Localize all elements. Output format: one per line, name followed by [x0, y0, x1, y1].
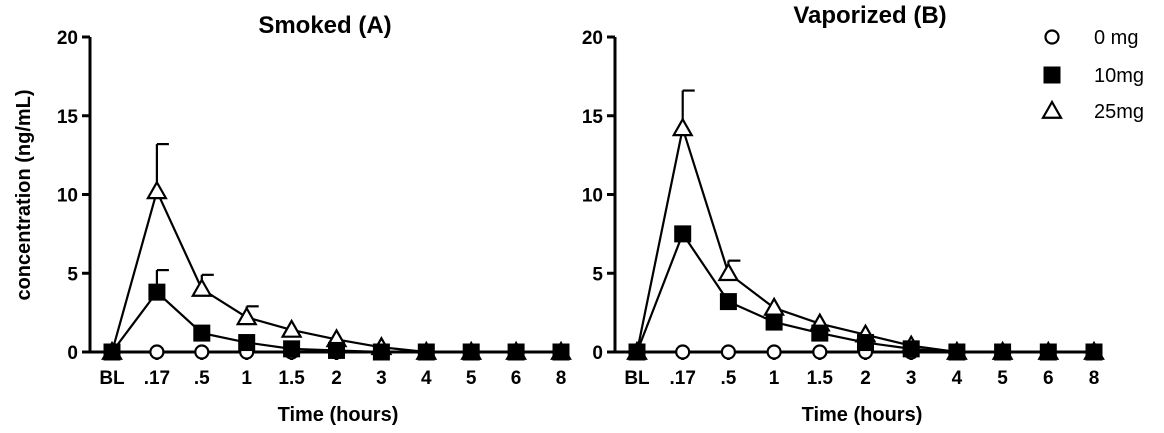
chart-panel-a: 0 5 10 15 20 BL .17 .5 1 1.5 2 3 4 5 6 8	[57, 28, 572, 389]
chart-title-b: Vaporized (B)	[793, 2, 946, 29]
legend-marker	[1044, 29, 1060, 45]
x-tick-label-a: 1	[241, 368, 252, 389]
data-point-b-1	[1085, 343, 1103, 361]
x-axis-label-a: Time (hours)	[278, 404, 399, 426]
data-point-a-1	[462, 343, 480, 361]
x-tick-label-a: 3	[376, 368, 387, 389]
data-point-a-1	[283, 340, 301, 358]
x-tick-label-a: 2	[331, 368, 342, 389]
series-line-b-2	[635, 123, 1094, 354]
x-tick-label-a: 5	[466, 368, 477, 389]
data-point-b-1	[994, 343, 1012, 361]
data-point-b-1	[1039, 343, 1057, 361]
y-tick-label-b: 5	[592, 264, 603, 285]
data-point-b-1	[628, 343, 646, 361]
data-point-a-0	[194, 344, 210, 360]
data-point-b-2	[671, 117, 694, 137]
y-tick-label-b: 10	[582, 186, 603, 207]
data-point-a-0	[149, 344, 165, 360]
legend-label: 0 mg	[1094, 27, 1138, 49]
data-point-b-1	[857, 334, 874, 352]
data-point-b-1	[674, 225, 692, 243]
legend-label: 25mg	[1094, 101, 1144, 123]
x-tick-label-b: 5	[997, 368, 1008, 389]
x-tick-label-b: 8	[1089, 368, 1100, 389]
chart-panel-b: 0 5 10 15 20 BL .17 .5 1 1.5 2 3 4 5 6 8 0 mg 10mg 25mg	[582, 27, 1144, 389]
data-point-b-0	[812, 344, 828, 360]
chart-title-a: Smoked (A)	[258, 12, 391, 39]
data-point-b-1	[948, 343, 966, 361]
x-tick-label-a: 8	[556, 368, 567, 389]
x-tick-label-b: 2	[860, 368, 871, 389]
data-point-a-1	[507, 343, 525, 361]
x-tick-label-b: BL	[624, 368, 650, 389]
legend: 0 mg 10mg 25mg	[1041, 27, 1144, 123]
data-point-a-1	[372, 343, 390, 361]
x-tick-label-a: 4	[421, 368, 432, 389]
y-tick-label-a: 5	[67, 264, 78, 285]
x-tick-label-a: 1.5	[278, 368, 305, 389]
y-tick-label-b: 20	[582, 28, 603, 49]
data-point-a-2	[146, 180, 168, 200]
legend-marker	[1041, 99, 1063, 119]
data-point-a-1	[148, 283, 166, 301]
x-tick-label-b: .17	[669, 368, 695, 389]
y-axis-label-a: concentration (ng/mL)	[13, 89, 35, 300]
x-tick-label-a: BL	[99, 368, 125, 389]
x-tick-label-b: 6	[1043, 368, 1054, 389]
data-point-a-2	[235, 306, 258, 326]
data-point-b-0	[766, 344, 782, 360]
x-tick-label-b: 1.5	[807, 368, 834, 389]
data-point-a-1	[552, 343, 570, 361]
y-tick-label-b: 0	[592, 343, 603, 364]
x-tick-label-b: 3	[906, 368, 917, 389]
data-point-b-2	[717, 262, 740, 282]
legend-label: 10mg	[1094, 65, 1144, 87]
series-line-a-2	[110, 188, 561, 354]
data-point-a-2	[190, 277, 213, 297]
data-point-b-0	[675, 344, 691, 360]
data-point-b-1	[765, 313, 783, 331]
y-tick-label-a: 20	[57, 28, 78, 49]
x-axis-label-b: Time (hours)	[802, 404, 923, 426]
data-point-a-1	[238, 334, 256, 352]
y-tick-label-a: 10	[57, 186, 78, 207]
y-tick-label-a: 0	[67, 343, 78, 364]
legend-marker	[1043, 66, 1061, 84]
x-tick-label-b: .5	[720, 368, 736, 389]
y-tick-label-b: 15	[582, 107, 604, 128]
x-tick-label-b: 1	[769, 368, 780, 389]
data-point-a-1	[328, 341, 345, 359]
data-point-b-0	[720, 344, 737, 360]
x-tick-label-a: 6	[511, 368, 522, 389]
data-point-b-1	[719, 293, 737, 311]
data-point-b-1	[811, 324, 829, 342]
data-point-a-2	[280, 318, 303, 338]
y-tick-label-a: 15	[57, 107, 79, 128]
x-tick-label-a: .5	[194, 368, 210, 389]
data-point-a-1	[193, 324, 211, 342]
data-point-b-1	[902, 340, 920, 358]
data-point-b-2	[763, 296, 785, 316]
data-point-a-1	[417, 343, 435, 361]
data-point-a-1	[103, 343, 121, 361]
x-tick-label-b: 4	[952, 368, 963, 389]
x-tick-label-a: .17	[144, 368, 170, 389]
